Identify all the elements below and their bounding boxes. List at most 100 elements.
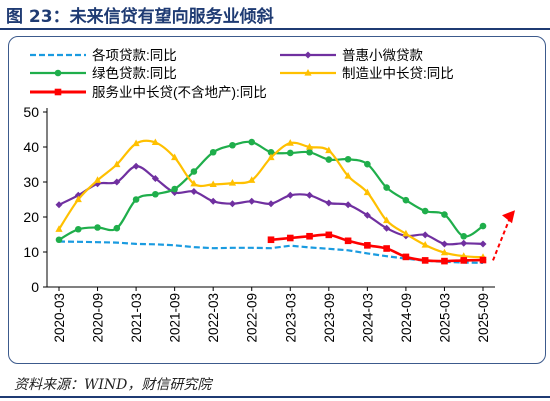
legend-item-2: 普惠小微贷款 [280, 48, 423, 63]
data-point [267, 200, 275, 208]
data-point [55, 225, 63, 232]
data-point [402, 229, 410, 237]
data-point [421, 231, 429, 239]
data-point [479, 240, 487, 248]
data-point [267, 148, 275, 156]
data-point [286, 234, 294, 242]
legend-item-1: 各项贷款:同比 [30, 48, 177, 63]
data-point [93, 176, 102, 183]
data-point [325, 156, 333, 163]
data-point [151, 138, 159, 146]
data-point [286, 139, 294, 146]
x-tick-label: 2020-03 [52, 293, 67, 343]
data-point [421, 241, 429, 248]
data-point [460, 257, 468, 264]
x-tick-label: 2021-03 [129, 293, 144, 343]
data-point [248, 138, 256, 146]
data-point [363, 188, 371, 196]
data-point [267, 153, 275, 161]
data-point [151, 175, 159, 182]
legend-label: 制造业中长贷:同比 [342, 66, 454, 81]
x-tick-label: 2022-03 [206, 293, 221, 343]
y-tick-label: 0 [31, 279, 39, 295]
data-point [248, 176, 256, 183]
legend-label: 各项贷款:同比 [92, 48, 177, 63]
data-point [74, 195, 82, 203]
data-point [171, 185, 178, 193]
x-tick-label: 2021-09 [168, 293, 183, 343]
data-point [190, 179, 198, 187]
y-tick-label: 20 [23, 209, 39, 225]
series-layer [55, 138, 487, 265]
data-point [364, 242, 371, 249]
data-point [402, 253, 410, 261]
legend-item-5: 服务业中长贷(不含地产):同比 [30, 85, 267, 100]
data-point [344, 237, 352, 245]
data-point [132, 162, 140, 170]
data-point [113, 178, 121, 186]
series-2 [55, 162, 487, 248]
data-point [364, 160, 371, 168]
x-tick-label: 2025-03 [437, 293, 452, 343]
data-point [421, 207, 429, 215]
data-point [132, 196, 140, 203]
data-point [304, 51, 312, 59]
data-point [325, 199, 333, 207]
data-point [132, 139, 140, 147]
data-point [479, 222, 487, 230]
series-5 [267, 231, 487, 265]
data-point [421, 257, 429, 264]
source-note: 资料来源：WIND，财信研究院 [14, 377, 212, 393]
data-point [190, 168, 198, 175]
data-point [209, 197, 217, 205]
data-point [344, 155, 352, 163]
data-point [54, 88, 62, 96]
axes: 0 10 20 30 40 50 2020-03 2020-09 2021-03 2021-09 2… [23, 104, 515, 343]
series-4 [55, 138, 487, 260]
series-3 [55, 138, 487, 244]
y-tick-label: 40 [23, 139, 39, 155]
data-point [94, 224, 101, 231]
data-point [209, 180, 217, 188]
data-point [304, 69, 312, 76]
x-tick-label: 2024-03 [360, 293, 375, 343]
data-point [441, 257, 448, 265]
data-point [479, 256, 487, 264]
data-point [440, 240, 448, 248]
data-point [55, 236, 63, 244]
legend-label: 普惠小微贷款 [342, 48, 423, 63]
data-point [286, 191, 294, 199]
data-point [190, 187, 198, 195]
data-point [228, 200, 236, 208]
y-tick-label: 10 [23, 244, 39, 260]
legend-label: 绿色贷款:同比 [92, 65, 177, 81]
data-point [152, 190, 159, 198]
data-point [248, 197, 256, 205]
data-point [325, 231, 333, 239]
title-bar: 图 23：未来信贷有望向服务业倾斜 [0, 0, 550, 30]
legend-item-4: 制造业中长贷:同比 [280, 66, 454, 81]
data-point [306, 191, 314, 199]
data-point [383, 216, 391, 224]
data-point [228, 179, 237, 186]
data-point [460, 239, 468, 247]
data-point [171, 153, 179, 161]
data-point [402, 196, 410, 204]
data-point [325, 146, 333, 154]
data-point [383, 224, 391, 232]
data-point [460, 232, 468, 240]
bottom-rule [0, 396, 550, 398]
data-point [344, 201, 352, 209]
data-point [267, 236, 275, 244]
data-point [74, 225, 82, 233]
projection-arrow-line [492, 219, 510, 261]
figure-title: 图 23：未来信贷有望向服务业倾斜 [6, 6, 274, 27]
x-tick-label: 2025-09 [476, 293, 491, 343]
x-tick-label: 2024-09 [399, 293, 414, 343]
x-tick-label: 2022-09 [245, 293, 260, 343]
data-point [113, 224, 121, 232]
x-tick-label: 2020-09 [91, 293, 106, 343]
data-point [306, 148, 313, 156]
data-point [113, 160, 121, 168]
